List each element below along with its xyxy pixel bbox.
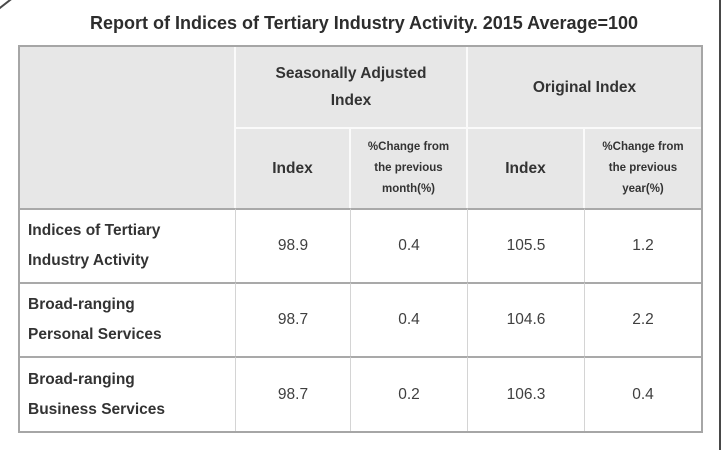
cell-sa-index: 98.7 [236,282,351,356]
subheader-orig-index: Index [468,129,585,208]
subheader-orig-change-year: %Change from the previous year(%) [585,129,701,208]
subheader-label: %Change from the previous year(%) [602,141,684,195]
column-group-seasonally-adjusted: Seasonally Adjusted Index [236,47,468,129]
cell-orig-change: 2.2 [585,282,701,356]
cell-orig-change: 1.2 [585,208,701,282]
cell-value: 0.4 [632,385,654,403]
cell-sa-index: 98.7 [236,356,351,431]
page-title: Report of Indices of Tertiary Industry A… [90,13,639,33]
cell-value: 98.7 [277,311,309,328]
cell-value: 98.7 [277,385,309,403]
cell-value: 1.2 [632,237,654,254]
row-label-text: Broad-ranging Personal Services [28,296,162,343]
row-label-text: Broad-ranging Business Services [28,370,166,418]
cell-sa-index: 98.9 [236,208,351,282]
cell-value: 106.3 [506,385,546,403]
cell-orig-index: 104.6 [468,282,585,356]
subheader-label: Index [505,159,546,177]
cell-value: 0.4 [398,237,420,254]
cell-value: 0.2 [398,385,420,403]
column-group-label: Original Index [532,78,637,96]
row-label-business-services: Broad-ranging Business Services [20,356,236,431]
subheader-sa-index: Index [236,129,351,208]
cell-value: 2.2 [632,311,654,328]
row-label-tertiary-industry: Indices of Tertiary Industry Activity [20,208,236,282]
window-right-edge [719,0,721,450]
column-group-original-index: Original Index [468,47,701,129]
row-label-personal-services: Broad-ranging Personal Services [20,282,236,356]
subheader-sa-change-month: %Change from the previous month(%) [351,129,468,208]
cell-orig-index: 106.3 [468,356,585,431]
row-label-text: Indices of Tertiary Industry Activity [28,222,161,269]
cell-value: 0.4 [398,311,420,328]
column-group-label: Seasonally Adjusted Index [275,65,427,109]
cell-value: 105.5 [506,237,546,254]
cell-value: 104.6 [506,311,546,328]
cell-sa-change: 0.2 [351,356,468,431]
window-corner-artifact [0,0,14,12]
subheader-label: %Change from the previous month(%) [367,141,450,195]
cell-sa-change: 0.4 [351,208,468,282]
corner-header-cell [20,47,236,208]
cell-orig-index: 105.5 [468,208,585,282]
cell-sa-change: 0.4 [351,282,468,356]
indices-report-table: Seasonally Adjusted Index Original Index… [18,45,703,433]
cell-orig-change: 0.4 [585,356,701,431]
subheader-label: Index [272,159,313,177]
cell-value: 98.9 [277,237,309,254]
